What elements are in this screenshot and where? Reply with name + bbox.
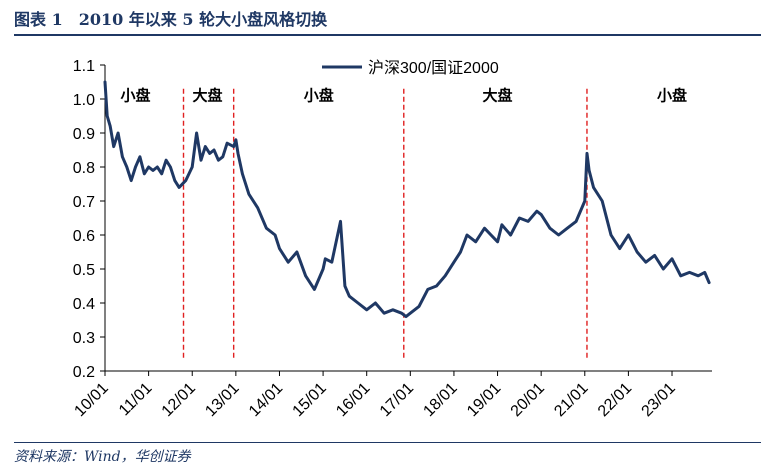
- x-tick-label: 15/01: [290, 380, 330, 420]
- title-rule: [14, 34, 761, 36]
- chart-legend: 沪深300/国证2000: [322, 59, 499, 77]
- chart-axes: 0.2 0.3 0.4 0.5 0.6 0.7 0.8 0.9 1.0 1.1 10/01 11/01…: [71, 58, 712, 420]
- y-tick-label: 0.3: [73, 330, 95, 347]
- y-tick-label: 0.4: [73, 296, 95, 313]
- source-rule: [14, 442, 761, 443]
- y-tick-label: 0.8: [73, 160, 95, 177]
- y-tick-label: 0.2: [73, 364, 95, 381]
- figure-title: 图表 1 2010 年以来 5 轮大小盘风格切换: [14, 10, 328, 29]
- x-tick-label: 13/01: [202, 380, 242, 420]
- y-tick-label: 0.6: [73, 228, 95, 245]
- y-tick-label: 0.5: [73, 262, 95, 279]
- region-label: 小盘: [304, 87, 334, 105]
- series-layer: [103, 80, 711, 319]
- x-tick-label: 21/01: [551, 380, 591, 420]
- region-labels: 小盘 大盘 小盘 大盘 小盘: [121, 87, 688, 105]
- region-label: 小盘: [657, 87, 687, 105]
- x-tick-label: 22/01: [595, 380, 635, 420]
- x-tick-label: 17/01: [377, 380, 417, 420]
- x-tick-label: 18/01: [420, 380, 460, 420]
- legend-label: 沪深300/国证2000: [368, 59, 499, 77]
- x-tick-label: 10/01: [71, 380, 111, 420]
- y-tick-label: 1.0: [73, 92, 95, 109]
- region-label: 大盘: [192, 87, 222, 105]
- y-tick-label: 1.1: [73, 58, 95, 75]
- x-tick-label: 16/01: [333, 380, 373, 420]
- divider-lines: [182, 88, 588, 359]
- x-tick-label: 12/01: [159, 380, 199, 420]
- series-line-0: [103, 80, 711, 319]
- x-tick-label: 23/01: [639, 380, 679, 420]
- x-tick-label: 11/01: [116, 380, 156, 420]
- region-label: 大盘: [483, 87, 513, 105]
- x-tick-label: 14/01: [246, 380, 286, 420]
- x-tick-label: 20/01: [508, 380, 548, 420]
- y-tick-label: 0.7: [73, 194, 95, 211]
- x-tick-label: 19/01: [464, 380, 504, 420]
- y-tick-label: 0.9: [73, 126, 95, 143]
- source-note: 资料来源：Wind，华创证券: [14, 449, 191, 465]
- line-chart: 0.2 0.3 0.4 0.5 0.6 0.7 0.8 0.9 1.0 1.1 10/01 11/01…: [71, 58, 712, 420]
- region-label: 小盘: [121, 87, 151, 105]
